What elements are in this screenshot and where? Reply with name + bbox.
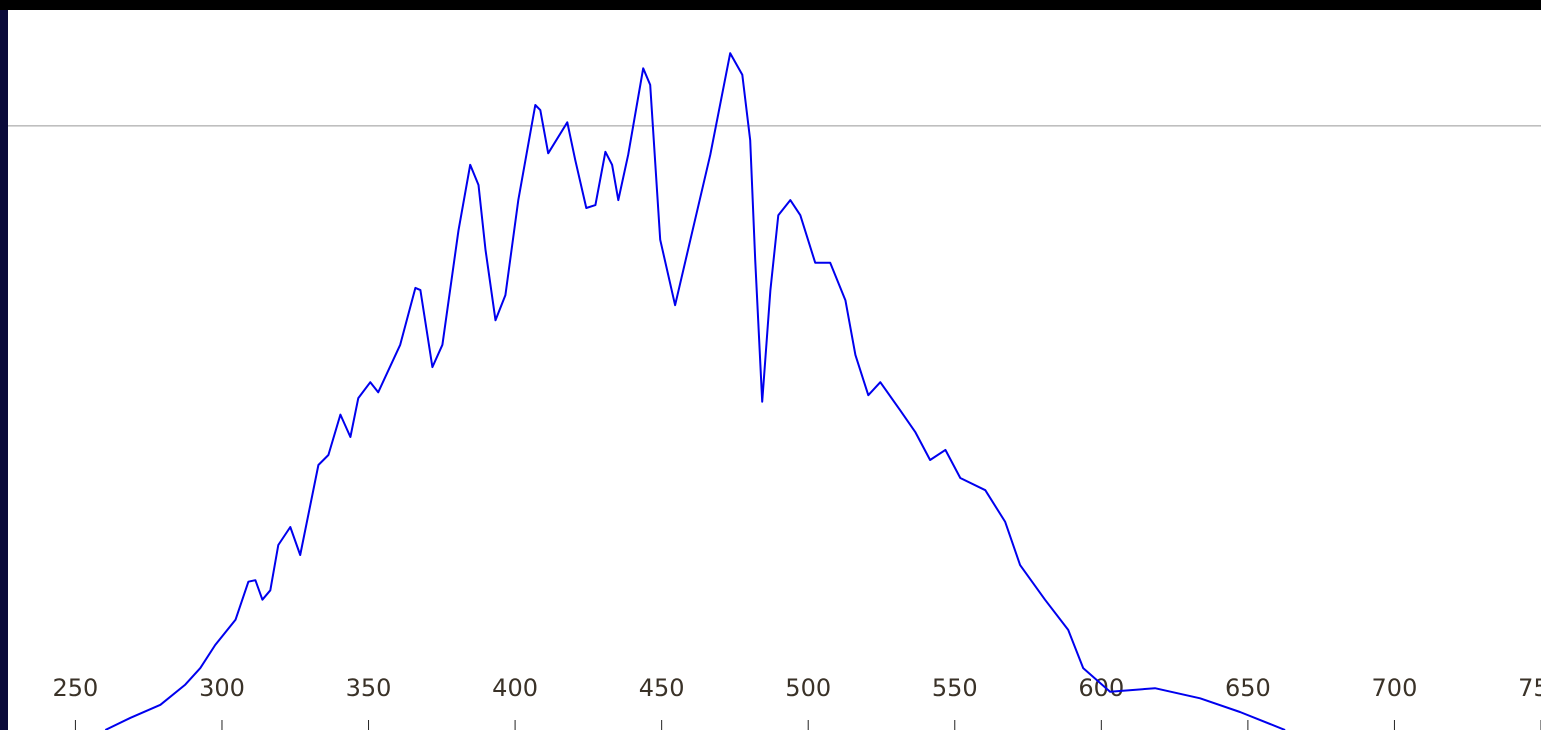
left-edge: [0, 10, 8, 730]
x-tick-label: 550: [932, 674, 978, 702]
x-tick-label: 250: [53, 674, 99, 702]
x-tick-label: 300: [199, 674, 245, 702]
x-tick-label: 750: [1518, 674, 1541, 702]
x-tick-label: 400: [492, 674, 538, 702]
x-tick-label: 450: [639, 674, 685, 702]
x-tick-label: 350: [346, 674, 392, 702]
data-line: [104, 52, 1286, 730]
x-tick-label: 500: [785, 674, 831, 702]
x-tick-label: 600: [1078, 674, 1124, 702]
plot-area: [8, 10, 1541, 730]
x-tick-label: 700: [1372, 674, 1418, 702]
x-tick-label: 650: [1225, 674, 1271, 702]
